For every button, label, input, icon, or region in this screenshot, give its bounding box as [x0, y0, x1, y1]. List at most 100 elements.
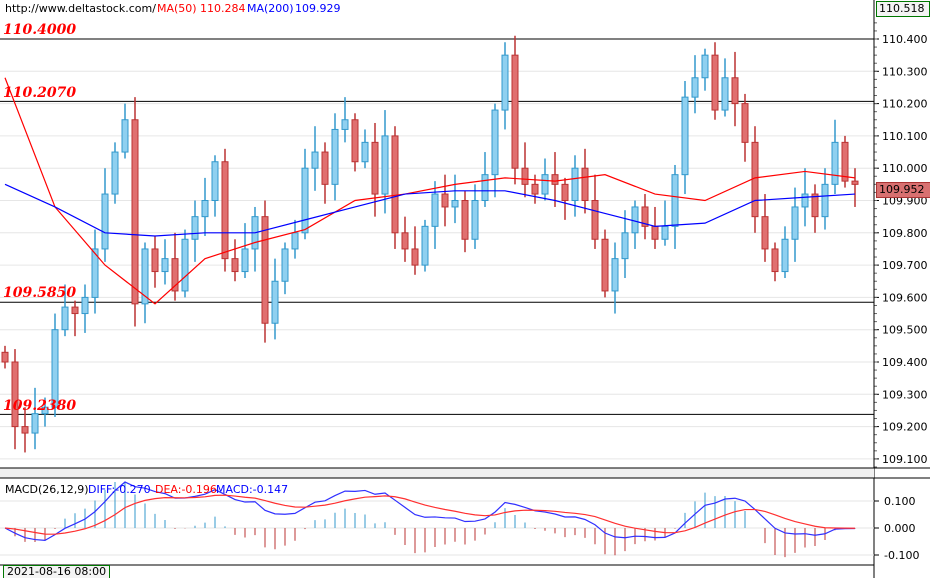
price-tick-label: 109.600 — [882, 291, 928, 304]
candle-down — [531, 183, 539, 195]
price-tick-label: 109.300 — [882, 388, 928, 401]
candle-up — [571, 167, 579, 201]
macd-value: MACD:-0.147 — [216, 483, 289, 496]
candle-up — [801, 193, 809, 208]
candle-down — [811, 193, 819, 218]
candle-down — [401, 232, 409, 250]
price-tick-label: 110.300 — [882, 65, 928, 78]
candle-up — [91, 248, 99, 298]
candle-down — [131, 119, 139, 305]
candle-down — [171, 258, 179, 292]
macd-dea-line — [4, 494, 856, 535]
price-tick-label: 109.700 — [882, 259, 928, 272]
top-price-label: 110.518 — [876, 1, 930, 17]
level-label: 109.2380 — [3, 398, 77, 414]
candle-down — [841, 141, 849, 182]
candle-down — [391, 135, 399, 234]
candle-down — [261, 216, 269, 324]
candle-up — [471, 200, 479, 240]
candle-up — [381, 135, 389, 195]
site-url[interactable]: http://www.deltastock.com/ — [5, 2, 156, 15]
candle-up — [191, 216, 199, 240]
candle-up — [121, 119, 129, 153]
candle-up — [101, 193, 109, 250]
candle-down — [411, 248, 419, 266]
candle-up — [661, 225, 669, 240]
candle-up — [361, 141, 369, 163]
candle-up — [721, 77, 729, 111]
ma200-label: MA(200) — [247, 2, 294, 15]
candle-up — [451, 200, 459, 208]
candle-up — [631, 206, 639, 234]
price-tick-label: 110.200 — [882, 98, 928, 111]
level-label: 109.5850 — [3, 285, 77, 301]
level-label: 110.4000 — [3, 22, 77, 38]
macd-title: MACD(26,12,9) — [5, 483, 89, 496]
macd-diff-line — [4, 481, 856, 541]
candle-up — [621, 232, 629, 260]
candle-down — [741, 103, 749, 143]
candle-up — [41, 406, 49, 415]
candle-down — [351, 119, 359, 163]
candle-up — [431, 193, 439, 227]
candle-up — [691, 77, 699, 98]
candle-down — [71, 306, 79, 315]
candle-up — [491, 109, 499, 176]
candle-down — [581, 167, 589, 201]
price-tick-label: 110.400 — [882, 33, 928, 46]
candle-down — [461, 200, 469, 240]
candle-up — [81, 296, 89, 315]
price-tick-label: 110.100 — [882, 130, 928, 143]
candle-up — [791, 206, 799, 240]
macd-diff: DIFF:-0.270 — [88, 483, 151, 496]
candle-down — [641, 206, 649, 227]
candle-up — [301, 167, 309, 234]
candle-up — [291, 232, 299, 250]
candle-up — [241, 248, 249, 273]
price-tick-label: 109.100 — [882, 453, 928, 466]
candle-down — [11, 361, 19, 428]
candle-down — [591, 200, 599, 240]
macd-tick-label: 0.100 — [884, 495, 916, 508]
pane-separator — [0, 468, 874, 478]
candle-up — [141, 248, 149, 305]
candle-down — [231, 258, 239, 273]
candle-up — [541, 174, 549, 195]
candle-up — [701, 54, 709, 79]
candle-down — [1, 351, 9, 363]
candle-up — [781, 238, 789, 273]
candle-up — [281, 248, 289, 282]
last-price-label: 109.952 — [876, 182, 930, 198]
candle-up — [821, 183, 829, 218]
candle-up — [831, 141, 839, 185]
candle-down — [771, 248, 779, 273]
candle-down — [731, 77, 739, 105]
candle-down — [371, 141, 379, 195]
candle-down — [21, 426, 29, 434]
macd-tick-label: 0.000 — [884, 522, 916, 535]
candle-down — [651, 225, 659, 240]
macd-tick-label: -0.100 — [884, 549, 919, 562]
ma200-line — [4, 183, 856, 237]
candle-up — [211, 161, 219, 202]
candle-down — [751, 141, 759, 218]
candle-down — [561, 183, 569, 202]
time-cursor-label: 2021-08-16 08:00 — [3, 565, 111, 578]
candle-up — [111, 151, 119, 195]
candle-down — [851, 180, 859, 185]
ma50-line — [4, 77, 856, 305]
level-label: 110.2070 — [3, 85, 77, 101]
candle-up — [671, 174, 679, 227]
candle-up — [481, 174, 489, 202]
candle-up — [311, 151, 319, 169]
candle-up — [181, 238, 189, 292]
candle-down — [551, 174, 559, 185]
candle-down — [151, 248, 159, 273]
ma50-label: MA(50) — [157, 2, 197, 15]
ma50-value: 110.284 — [200, 2, 246, 15]
price-tick-label: 109.800 — [882, 227, 928, 240]
price-tick-label: 110.000 — [882, 162, 928, 175]
candle-down — [601, 238, 609, 292]
candle-up — [51, 329, 59, 408]
